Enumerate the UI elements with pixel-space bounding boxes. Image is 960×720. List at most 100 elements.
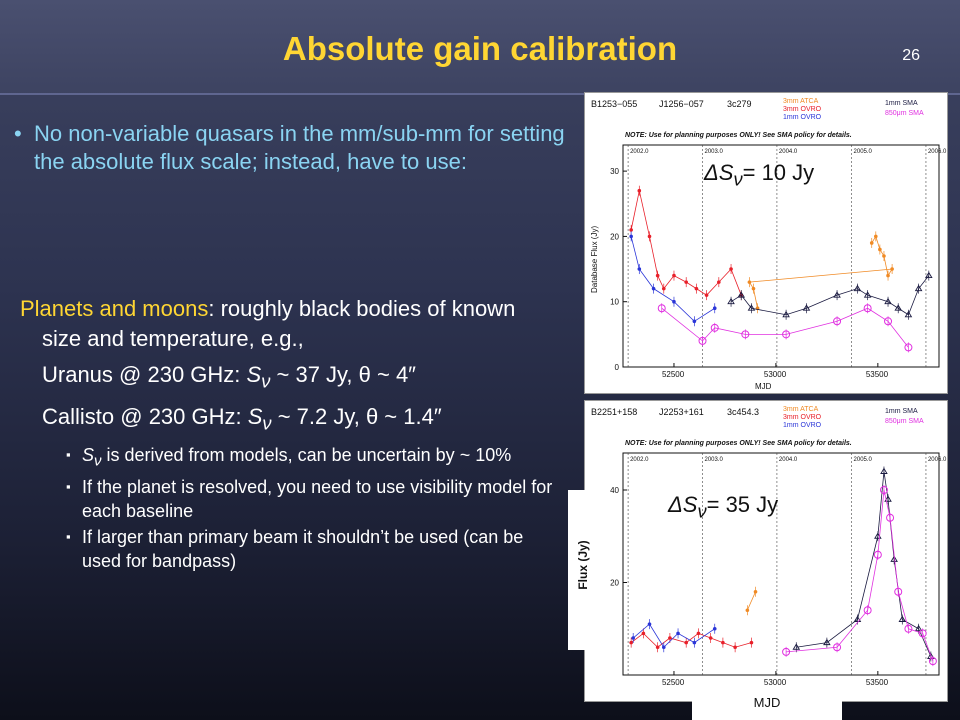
flux-plot-bottom-svg: B2251+158 J2253+161 3c454.3 3mm ATCA 3mm… <box>591 406 947 687</box>
data-point <box>873 550 882 559</box>
flux-plot-top-svg: B1253−055 J1256−057 3c279 3mm ATCA 3mm O… <box>590 98 947 391</box>
data-point <box>741 330 750 339</box>
data-point <box>925 271 933 279</box>
x-tick-label: 53500 <box>866 370 889 379</box>
data-point <box>737 291 746 298</box>
year-label: 2003.0 <box>705 457 724 463</box>
data-point <box>833 317 842 326</box>
data-point <box>698 336 707 345</box>
data-point <box>717 280 721 284</box>
series-line <box>630 190 742 296</box>
data-point <box>833 643 842 652</box>
data-point <box>874 234 878 239</box>
y-tick-label: 20 <box>610 579 619 588</box>
data-point <box>694 286 699 291</box>
legend-entry: 1mm OVRO <box>783 422 822 429</box>
note-item: ▪ If the planet is resolved, you need to … <box>66 477 553 522</box>
year-label: 2006.0 <box>928 457 947 463</box>
x-tick-label: 53500 <box>866 678 889 687</box>
data-point <box>753 589 758 594</box>
slide-title: Absolute gain calibration <box>282 30 678 67</box>
data-point <box>672 299 676 304</box>
legend-entry: 850μm SMA <box>885 110 924 117</box>
data-point <box>657 304 666 313</box>
intro-text: No non-variable quasars in the mm/sub-mm… <box>34 121 565 174</box>
data-point <box>882 254 886 258</box>
data-point <box>782 330 791 339</box>
data-point <box>712 306 717 311</box>
uranus-line: Uranus @ 230 GHz: Sν ~ 37 Jy, θ ~ 4″ <box>42 362 416 392</box>
data-point <box>651 286 656 291</box>
data-point <box>641 631 646 636</box>
year-label: 2006.0 <box>928 149 947 155</box>
slide-number: 26 <box>902 47 920 64</box>
planets-lead-text: : roughly black bodies of known size and… <box>42 296 516 351</box>
series-line <box>746 591 756 611</box>
plot-note: NOTE: Use for planning purposes ONLY! Se… <box>625 440 852 447</box>
planets-block: Planets and moons: roughly black bodies … <box>20 294 560 575</box>
note-item: ▪ Sν is derived from models, can be uncer… <box>66 444 512 470</box>
data-point <box>733 645 737 650</box>
y-tick-label: 20 <box>610 232 619 241</box>
series-line <box>632 623 715 648</box>
year-label: 2005.0 <box>854 149 873 155</box>
data-point <box>890 267 894 271</box>
x-axis-label: MJD <box>755 382 772 391</box>
data-point <box>631 636 635 640</box>
legend-entry: 3mm ATCA <box>783 406 819 413</box>
planets-lead: Planets and moons: roughly black bodies … <box>20 294 560 354</box>
source-name: J1256−057 <box>659 99 704 109</box>
data-point <box>898 615 907 622</box>
data-point <box>668 636 672 640</box>
data-point <box>655 645 660 650</box>
x-tick-label: 53000 <box>764 370 787 379</box>
data-point <box>672 273 676 278</box>
data-point <box>676 631 680 636</box>
x-tick-label: 52500 <box>662 370 685 379</box>
y-tick-label: 40 <box>610 486 619 495</box>
data-point <box>914 624 923 632</box>
data-point <box>914 284 923 292</box>
data-point <box>661 645 666 650</box>
plot-frame <box>622 452 940 676</box>
plot-frame <box>622 144 940 368</box>
series-line <box>786 489 934 662</box>
intro-bullet: • No non-variable quasars in the mm/sub-m… <box>14 120 594 176</box>
data-point <box>647 234 652 239</box>
data-point <box>879 486 888 494</box>
data-point <box>747 280 752 284</box>
data-point <box>729 267 733 271</box>
data-point <box>712 626 717 631</box>
data-point <box>692 640 697 645</box>
data-point <box>886 513 895 522</box>
data-point <box>782 647 791 656</box>
data-point <box>863 291 872 298</box>
data-point <box>884 317 893 326</box>
y-tick-label: 30 <box>610 167 619 176</box>
source-name: B2251+158 <box>591 407 637 417</box>
data-point <box>890 555 898 562</box>
data-point <box>802 304 811 311</box>
year-label: 2002.0 <box>630 457 649 463</box>
flux-plot-bottom: B2251+158 J2253+161 3c454.3 3mm ATCA 3mm… <box>584 400 948 702</box>
year-label: 2003.0 <box>705 149 724 155</box>
data-point <box>747 304 756 311</box>
data-point <box>708 636 713 640</box>
year-label: 2004.0 <box>779 457 798 463</box>
flux-plot-top: B1253−055 J1256−057 3c279 3mm ATCA 3mm O… <box>584 92 948 394</box>
title-divider <box>0 93 960 95</box>
y-tick-label: 10 <box>610 298 619 307</box>
data-point <box>782 310 790 318</box>
data-point <box>904 624 913 633</box>
source-name: 3c454.3 <box>727 407 759 417</box>
legend-entry: 1mm SMA <box>885 408 918 415</box>
bullet-marker: • <box>14 121 22 146</box>
data-point <box>869 241 874 245</box>
data-point <box>918 629 927 638</box>
legend-entry: 1mm OVRO <box>783 114 822 121</box>
legend-entry: 3mm ATCA <box>783 98 819 105</box>
data-point <box>684 280 688 284</box>
data-point <box>661 286 666 291</box>
data-point <box>751 286 756 291</box>
data-point <box>904 310 913 318</box>
